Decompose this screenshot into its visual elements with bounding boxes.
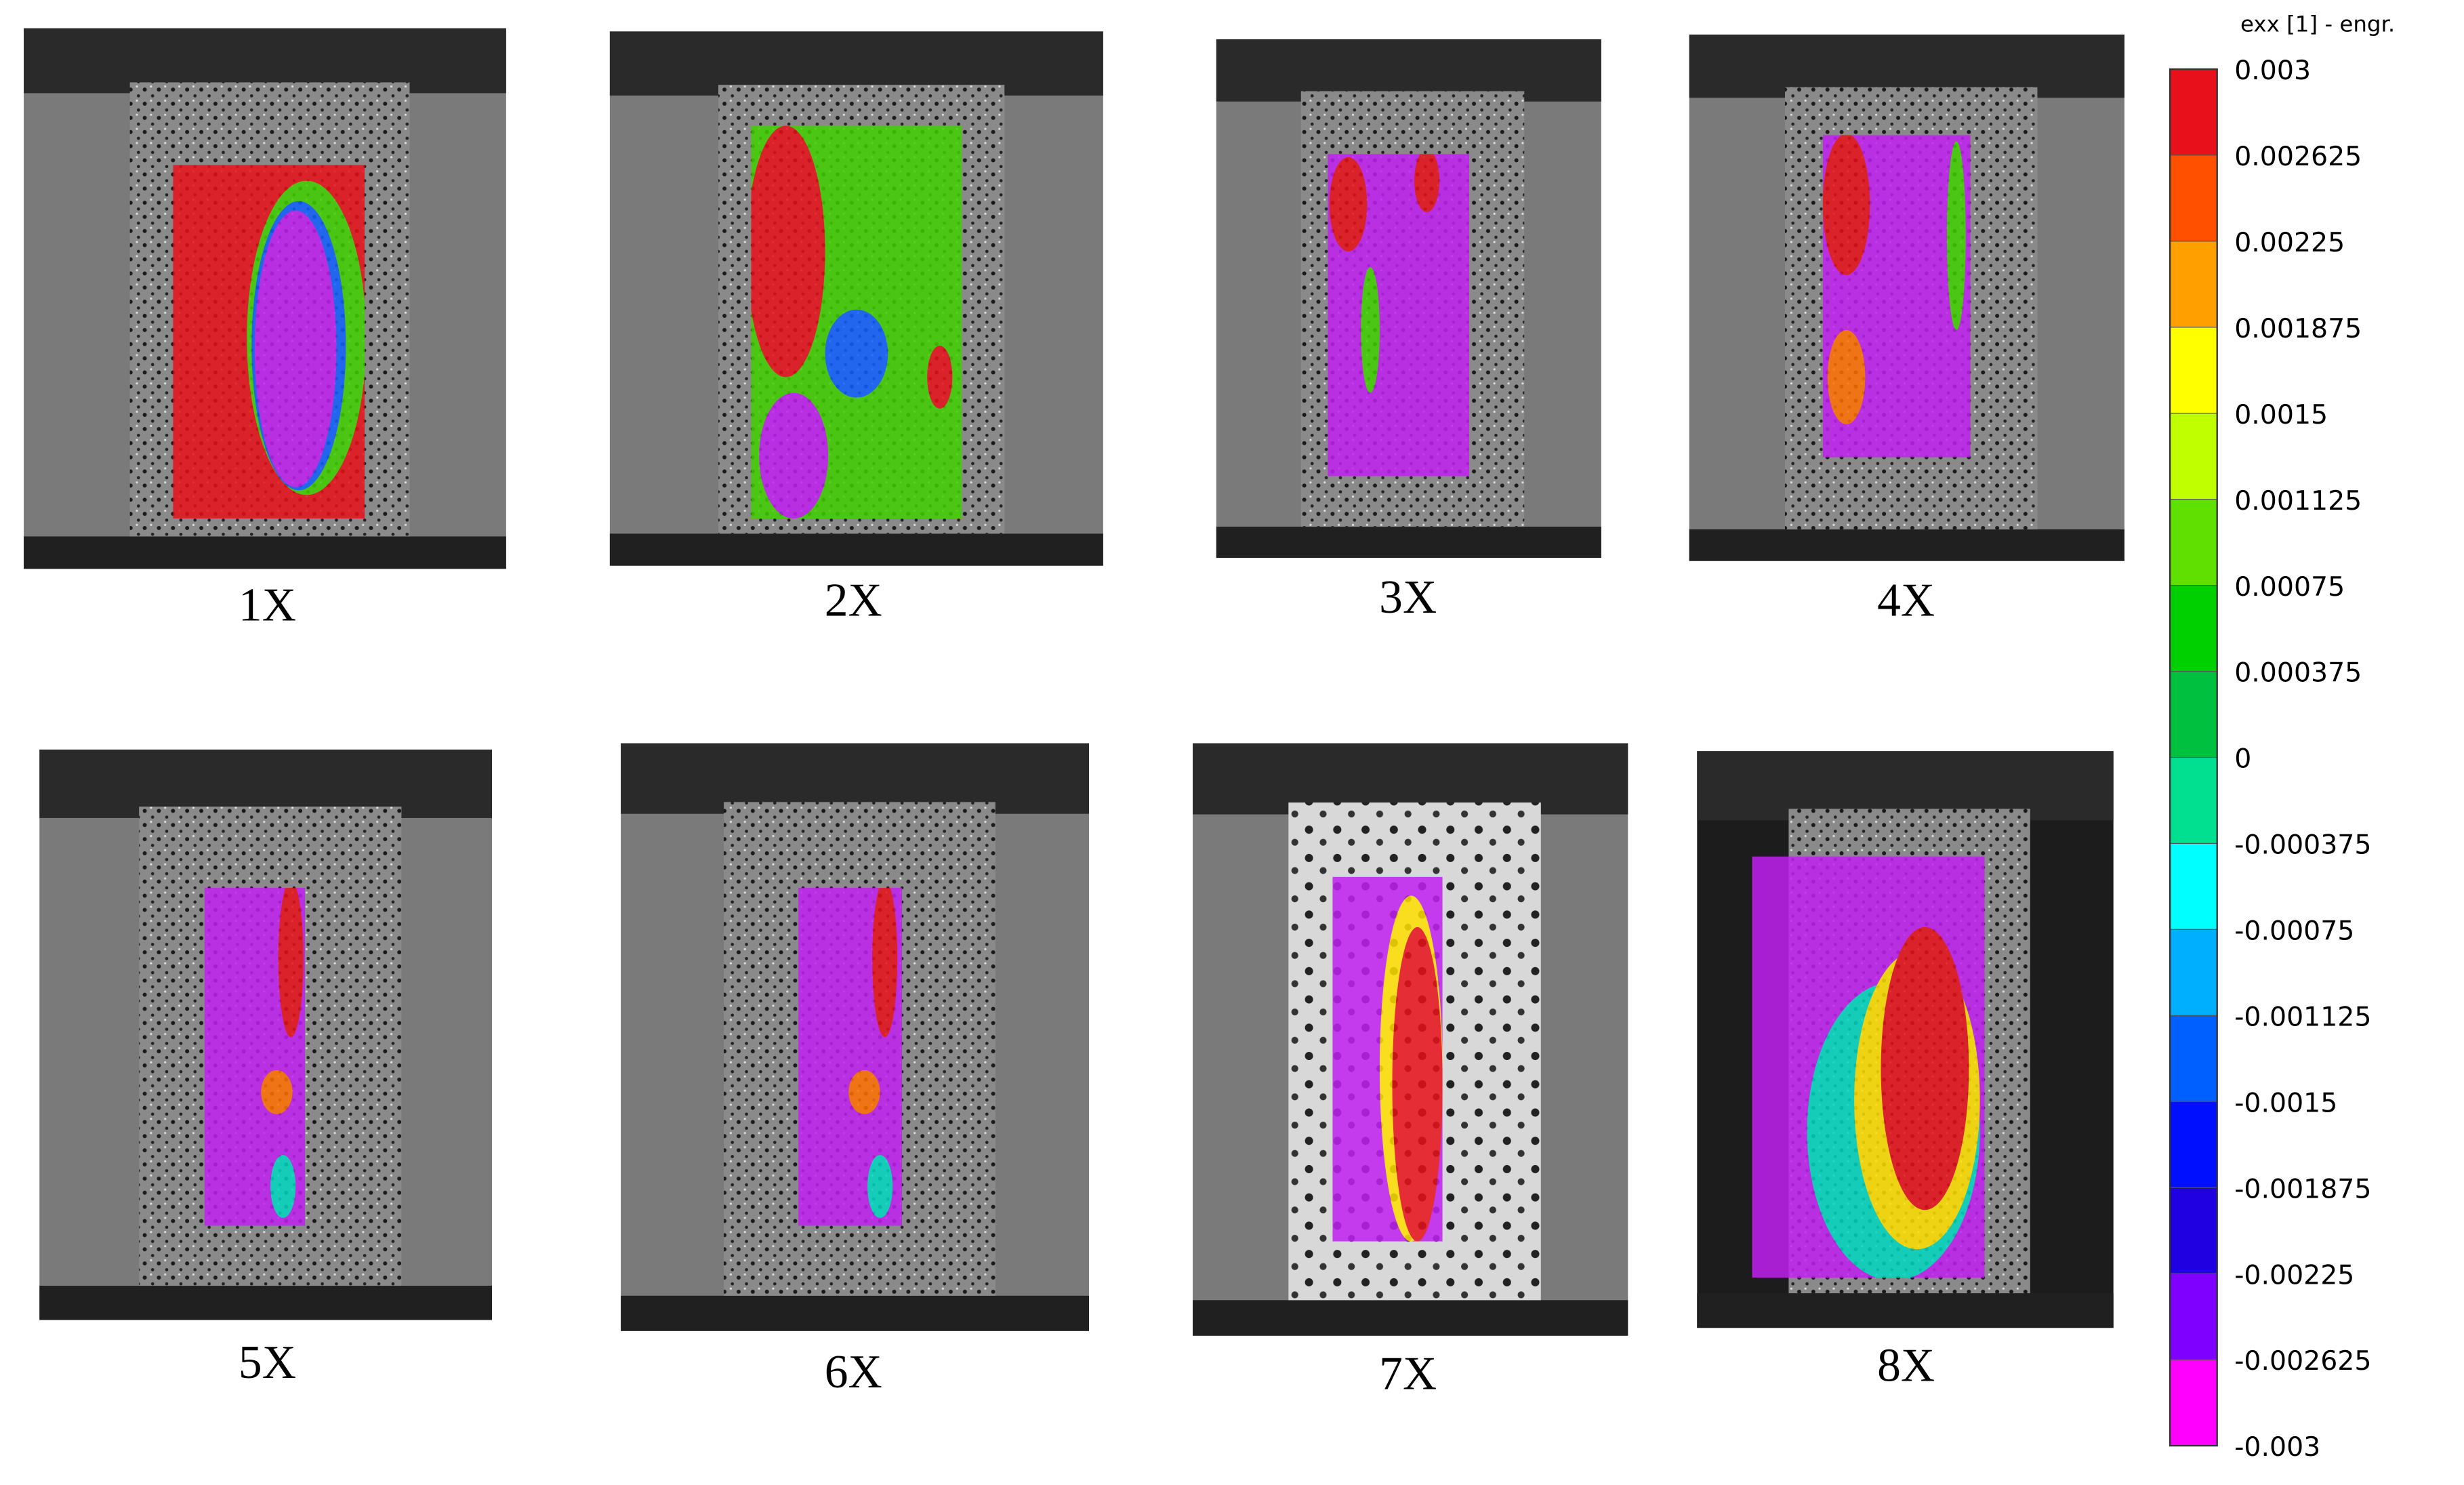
panel-label: 6X bbox=[825, 1346, 882, 1398]
strain-region bbox=[825, 309, 888, 398]
strain-region bbox=[1361, 267, 1380, 393]
strain-region bbox=[872, 887, 898, 1038]
colorbar-label: -0.002625 bbox=[2234, 1345, 2371, 1377]
panel bbox=[1193, 743, 1628, 1336]
strain-region bbox=[278, 887, 304, 1038]
strain-map bbox=[204, 887, 306, 1226]
strain-map bbox=[1752, 856, 1985, 1278]
colorbar-segment bbox=[2169, 671, 2218, 758]
fixture-bottom bbox=[1697, 1293, 2114, 1328]
fixture-bottom bbox=[1193, 1300, 1628, 1336]
strain-map bbox=[751, 125, 962, 519]
colorbar-segment bbox=[2169, 1101, 2218, 1188]
colorbar-segment bbox=[2169, 499, 2218, 586]
colorbar-segment bbox=[2169, 68, 2218, 156]
colorbar-label: 0.001875 bbox=[2234, 313, 2362, 344]
colorbar-segment bbox=[2169, 1187, 2218, 1274]
panel-label: 4X bbox=[1877, 575, 1935, 627]
panel-label: 5X bbox=[239, 1337, 296, 1389]
colorbar-label: 0.001125 bbox=[2234, 485, 2362, 516]
colorbar-label: 0.000375 bbox=[2234, 657, 2362, 689]
strain-region bbox=[270, 1155, 296, 1218]
colorbar-label: -0.00075 bbox=[2234, 916, 2354, 947]
panel bbox=[609, 31, 1103, 566]
strain-region bbox=[751, 125, 825, 378]
strain-region bbox=[1946, 141, 1966, 330]
colorbar-label: 0.003 bbox=[2234, 55, 2311, 86]
colorbar-label: -0.001125 bbox=[2234, 1001, 2371, 1032]
colorbar-label: 0.002625 bbox=[2234, 141, 2362, 172]
panel-label: 1X bbox=[239, 579, 296, 632]
strain-region bbox=[261, 1070, 293, 1114]
fixture-bottom bbox=[621, 1295, 1090, 1331]
fixture-bottom bbox=[609, 533, 1103, 566]
strain-map bbox=[1328, 154, 1470, 476]
panel bbox=[39, 749, 492, 1320]
colorbar-label: 0.0015 bbox=[2234, 399, 2328, 430]
strain-region bbox=[1881, 927, 1969, 1211]
panel-label: 2X bbox=[825, 575, 882, 627]
colorbar-segment bbox=[2169, 1015, 2218, 1102]
panel bbox=[1689, 35, 2124, 561]
colorbar-label: -0.0015 bbox=[2234, 1087, 2337, 1118]
panel bbox=[24, 28, 506, 569]
colorbar-segment bbox=[2169, 1273, 2218, 1360]
strain-map bbox=[1822, 135, 1971, 457]
strain-map bbox=[1332, 876, 1443, 1242]
panel-label: 3X bbox=[1379, 571, 1437, 624]
colorbar-segment bbox=[2169, 1359, 2218, 1446]
panel-label: 7X bbox=[1379, 1347, 1437, 1400]
strain-region bbox=[254, 210, 337, 487]
colorbar-segment bbox=[2169, 842, 2218, 930]
colorbar-label: -0.003 bbox=[2234, 1431, 2320, 1463]
strain-region bbox=[848, 1070, 880, 1114]
colorbar-label: -0.00225 bbox=[2234, 1259, 2354, 1290]
colorbar-label: 0 bbox=[2234, 744, 2251, 775]
panel bbox=[1697, 751, 2114, 1328]
strain-region bbox=[867, 1155, 893, 1218]
colorbar-label: 0.00075 bbox=[2234, 571, 2345, 603]
strain-region bbox=[1827, 329, 1866, 424]
fixture-top bbox=[24, 28, 506, 94]
strain-map bbox=[798, 887, 903, 1226]
colorbar-segment bbox=[2169, 155, 2218, 242]
fixture-bottom bbox=[24, 536, 506, 569]
colorbar-segment bbox=[2169, 929, 2218, 1016]
fixture-top bbox=[1216, 39, 1601, 102]
panel bbox=[621, 743, 1090, 1331]
panel bbox=[1216, 39, 1601, 558]
strain-region bbox=[1822, 135, 1870, 275]
strain-region bbox=[1414, 154, 1440, 212]
strain-map bbox=[173, 165, 365, 519]
strain-region bbox=[1392, 927, 1443, 1242]
strain-region bbox=[927, 346, 953, 409]
fixture-top bbox=[1697, 751, 2114, 821]
colorbar-segment bbox=[2169, 585, 2218, 672]
colorbar-frame bbox=[2169, 68, 2218, 1447]
colorbar-segment bbox=[2169, 327, 2218, 414]
fixture-bottom bbox=[39, 1286, 492, 1320]
fixture-bottom bbox=[1689, 529, 2124, 561]
colorbar-title: exx [1] - engr. bbox=[2240, 11, 2395, 37]
colorbar-label: -0.001875 bbox=[2234, 1173, 2371, 1204]
colorbar-segment bbox=[2169, 241, 2218, 328]
colorbar-label: -0.000375 bbox=[2234, 830, 2371, 861]
colorbar-label: 0.00225 bbox=[2234, 227, 2345, 258]
strain-region bbox=[759, 392, 829, 519]
colorbar-segment bbox=[2169, 413, 2218, 500]
colorbar-segment bbox=[2169, 756, 2218, 845]
fixture-bottom bbox=[1216, 527, 1601, 558]
panel-label: 8X bbox=[1877, 1340, 1935, 1392]
strain-region bbox=[1329, 157, 1368, 251]
fixture-top bbox=[1193, 743, 1628, 815]
